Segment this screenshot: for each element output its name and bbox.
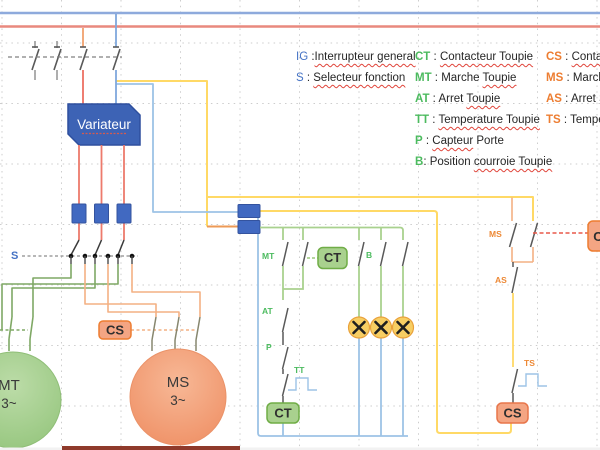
contact-at-label: AT [262,306,274,316]
contact-ms-label: MS [489,229,502,239]
edge-box-label: C [593,229,600,244]
legend-column-general: IG :Interrupteur general S : Selecteur fo… [296,47,418,89]
legend-item-at: AT : Arret Toupie [415,93,501,105]
contact-mt-label: MT [262,251,275,261]
contact-tt-label: TT [294,365,305,375]
legend-item-ts: TS : Temper [546,114,600,126]
lamp-return-wires [282,338,404,436]
legend-item-p: P : Capteur Porte [415,135,504,147]
ig-blades [31,46,121,71]
contact-as-label: AS [495,275,507,285]
bottom-dark-red-bar [62,446,240,450]
contact-ts-label: TS [524,358,535,368]
legend-item-b: B: Position courroie Toupie [415,156,553,168]
fuse-blocks [71,203,132,224]
ct-aux-contact-box: CT [317,246,348,270]
legend-item-as: AS : Arret S [546,93,600,105]
ct-coil: CT [266,402,300,424]
legend-item-cs: CS : Contac [546,51,600,63]
motor-mt-name: MT [0,377,20,394]
edge-clipped-box: C [587,220,600,252]
legend-item-s: S : Selecteur fonction [296,72,406,84]
legend-item-ms: MS : March [546,72,600,84]
legend-column-scie: CS : Contac MS : March AS : Arret S TS : Te… [546,47,600,131]
tt-thermal-symbol [288,377,317,391]
bottom-edge-shadow [0,447,600,450]
legend-column-toupie: CT : Contacteur Toupie MT : Marche Toupie… [415,47,553,173]
indicator-lamps [347,316,415,339]
contact-b-label: B [366,250,372,260]
cs-coil-label: CS [503,406,521,421]
ig-main-switch [8,14,122,104]
legend-item-tt: TT : Temperature Toupie [415,114,540,126]
ct-branch-contacts [281,241,409,403]
control-neutral-wire [116,83,238,213]
motor-mt: MT 3~ [0,351,62,449]
control-green-bus [260,226,404,317]
neutral-rail-and-bottom-bus [257,218,408,437]
ms-motor-wires [84,264,201,331]
variateur-output-wires [78,145,125,240]
selector-blades [70,239,125,256]
ct-coil-label: CT [274,406,291,421]
motor-ms-phase: 3~ [170,393,186,408]
selector-label: S [11,250,18,262]
cs-switch-label: CS [106,323,124,338]
contact-p-label: P [266,342,272,352]
mt-motor-wires [0,264,119,351]
ct-aux-label: CT [324,250,341,265]
control-return-wire-yellow [260,210,512,434]
control-terminal-blocks [237,204,261,234]
motor-ms: MS 3~ [129,348,227,446]
cs-motor-switch: CS [98,320,132,340]
function-selector: S [11,239,138,264]
cs-coil: CS [496,402,529,424]
cs-branch: MS AS TS [489,197,588,403]
legend-item-mt: MT : Marche Toupie [415,72,517,84]
ms-motor-blades [151,316,201,351]
variateur-label: Variateur [77,117,131,132]
motor-mt-phase: 3~ [1,396,17,411]
variateur-block: Variateur [67,103,141,146]
ts-thermal-symbol [518,373,547,387]
legend-item-ct: CT : Contacteur Toupie [415,51,534,63]
motor-ms-name: MS [167,374,190,391]
legend-item-ig: IG :Interrupteur general [296,51,416,63]
